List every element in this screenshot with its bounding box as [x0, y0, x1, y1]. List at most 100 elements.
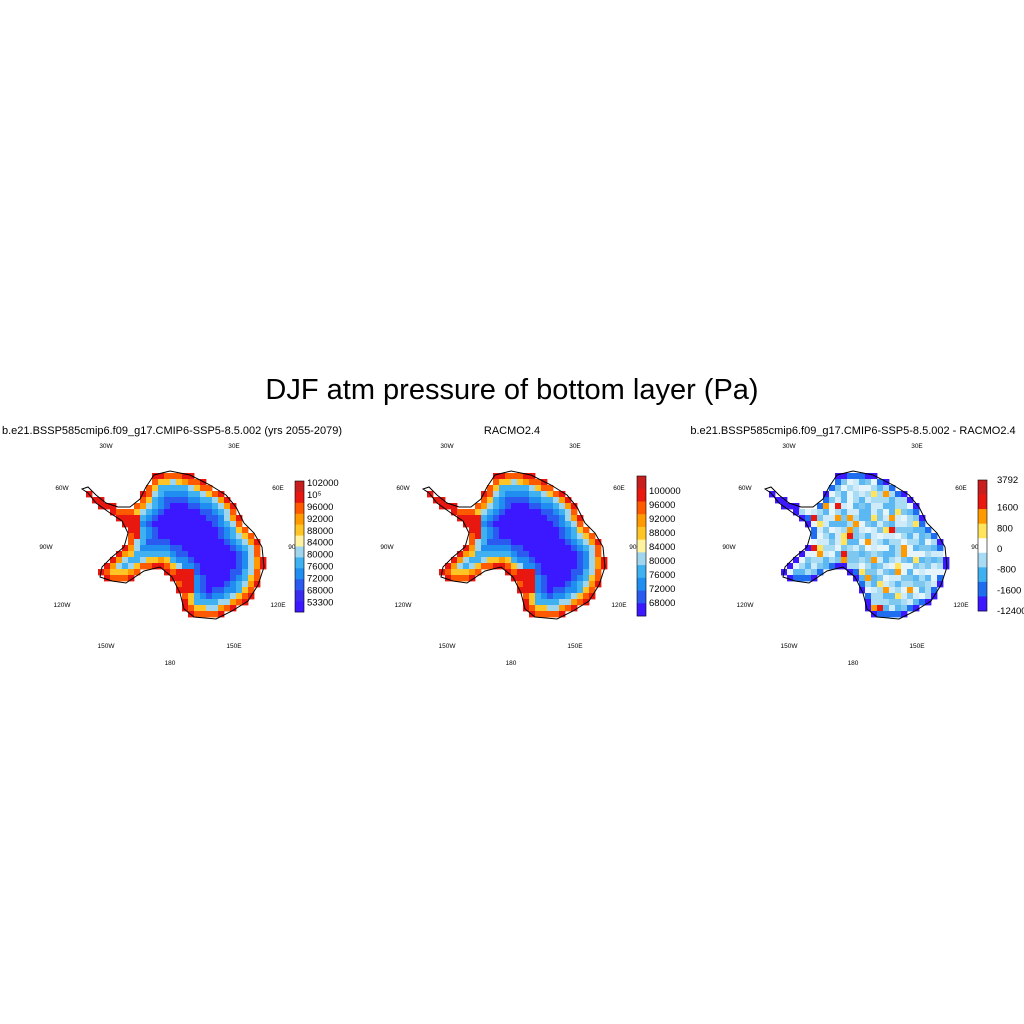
map-cell	[529, 599, 536, 606]
map-cell	[871, 587, 878, 594]
map-cell	[541, 521, 548, 528]
map-cell	[469, 533, 476, 540]
map-cell	[475, 509, 482, 516]
map-cell	[182, 569, 189, 576]
map-cell	[188, 551, 195, 558]
map-cell	[889, 533, 896, 540]
map-cell	[176, 497, 183, 504]
map-cell	[493, 515, 500, 522]
map-cell	[883, 599, 890, 606]
map-cell	[194, 515, 201, 522]
map-cell	[511, 491, 518, 498]
map-cell	[913, 503, 920, 510]
map-cell	[164, 509, 171, 516]
map-cell	[224, 533, 231, 540]
map-cell	[913, 557, 920, 564]
map-cell	[176, 557, 183, 564]
map-cell	[505, 545, 512, 552]
map-cell	[92, 497, 99, 504]
map-cell	[469, 521, 476, 528]
map-cell	[577, 581, 584, 588]
map-cell	[224, 599, 231, 606]
map-cell	[517, 491, 524, 498]
map-cell	[853, 521, 860, 528]
map-cell	[517, 479, 524, 486]
map-cell	[242, 533, 249, 540]
map-cell	[865, 473, 872, 480]
lon-label: 60W	[396, 485, 410, 492]
map-cell	[517, 527, 524, 534]
map-cell	[901, 533, 908, 540]
map-cell	[529, 605, 536, 612]
map-cell	[134, 557, 141, 564]
map-cell	[541, 599, 548, 606]
map-cell	[134, 569, 141, 576]
map-cell	[883, 521, 890, 528]
map-cell	[481, 491, 488, 498]
map-cell	[547, 491, 554, 498]
map-cell	[547, 533, 554, 540]
map-cell	[541, 575, 548, 582]
map-cell	[194, 581, 201, 588]
map-cell	[883, 551, 890, 558]
map-cell	[571, 515, 578, 522]
map-cell	[565, 521, 572, 528]
map-cell	[895, 539, 902, 546]
map-cell	[218, 503, 225, 510]
map-cell	[883, 539, 890, 546]
map-cell	[913, 605, 920, 612]
map-cell	[242, 575, 249, 582]
map-cell	[517, 473, 524, 480]
map-cell	[146, 485, 153, 492]
map-cell	[547, 509, 554, 516]
map-cell	[158, 485, 165, 492]
map-cell	[535, 533, 542, 540]
map-cell	[865, 497, 872, 504]
map-cell	[865, 515, 872, 522]
map-cell	[559, 533, 566, 540]
map-cell	[937, 575, 944, 582]
map-cell	[104, 563, 111, 570]
map-cell	[505, 533, 512, 540]
map-cell	[871, 545, 878, 552]
map-cell	[577, 557, 584, 564]
map-cell	[889, 485, 896, 492]
lon-label: 150E	[226, 643, 242, 650]
map-cell	[517, 533, 524, 540]
map-cell	[853, 515, 860, 522]
map-cell	[577, 563, 584, 570]
map-cell	[541, 545, 548, 552]
map-cell	[865, 599, 872, 606]
map-cell	[877, 527, 884, 534]
map-cell	[140, 557, 147, 564]
map-cell	[841, 545, 848, 552]
map-cell	[517, 551, 524, 558]
map-cell	[877, 587, 884, 594]
map-cell	[883, 593, 890, 600]
map-cell	[523, 605, 530, 612]
map-cell	[523, 599, 530, 606]
map-cell	[218, 545, 225, 552]
map-cell	[242, 593, 249, 600]
map-cell	[571, 539, 578, 546]
map-cell	[847, 545, 854, 552]
map-cell	[523, 509, 530, 516]
map-cell	[134, 515, 141, 522]
map-cell	[182, 521, 189, 528]
map-cell	[481, 515, 488, 522]
colorbar-swatch	[978, 509, 987, 524]
map-cell	[913, 575, 920, 582]
colorbar-swatch	[295, 590, 304, 602]
map-cell	[529, 545, 536, 552]
map-cell	[829, 521, 836, 528]
panel-1-title: b.e21.BSSP585cmip6.f09_g17.CMIP6-SSP5-8.…	[2, 425, 342, 437]
map-cell	[895, 611, 902, 618]
colorbar-label: 10⁵	[307, 490, 322, 501]
colorbar-label: -12400	[997, 606, 1024, 617]
colorbar-swatch	[295, 546, 304, 558]
map-cell	[535, 599, 542, 606]
map-cell	[913, 563, 920, 570]
map-cell	[919, 575, 926, 582]
coastline	[80, 470, 265, 620]
map-cell	[481, 545, 488, 552]
